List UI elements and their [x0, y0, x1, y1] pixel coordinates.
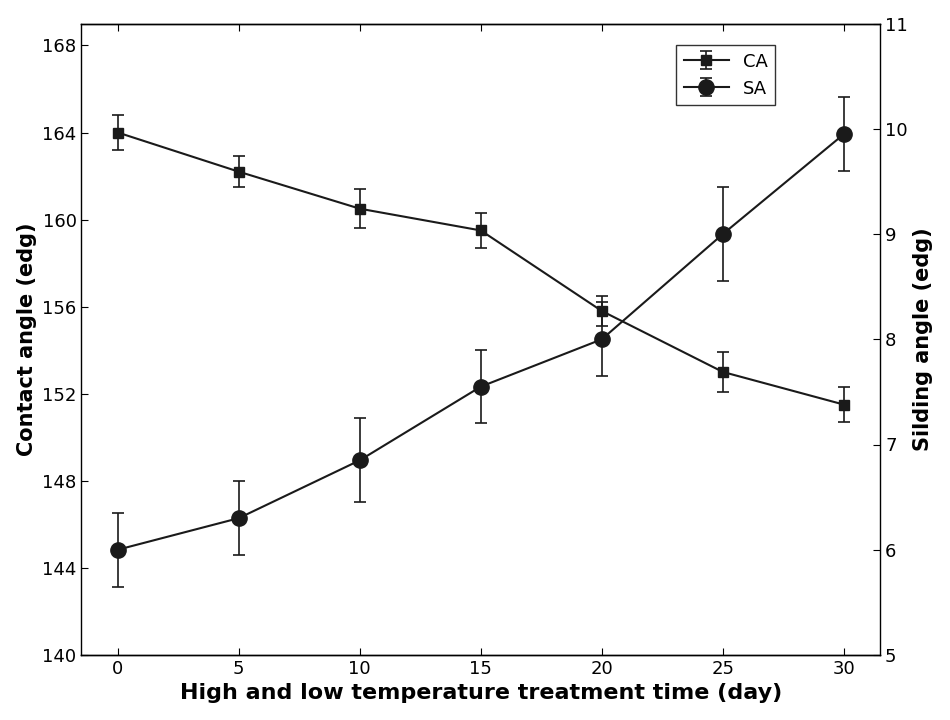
X-axis label: High and low temperature treatment time (day): High and low temperature treatment time … — [180, 683, 782, 703]
Legend: CA, SA: CA, SA — [676, 45, 775, 105]
Y-axis label: Silding angle (edg): Silding angle (edg) — [913, 228, 933, 451]
Y-axis label: Contact angle (edg): Contact angle (edg) — [17, 222, 37, 456]
